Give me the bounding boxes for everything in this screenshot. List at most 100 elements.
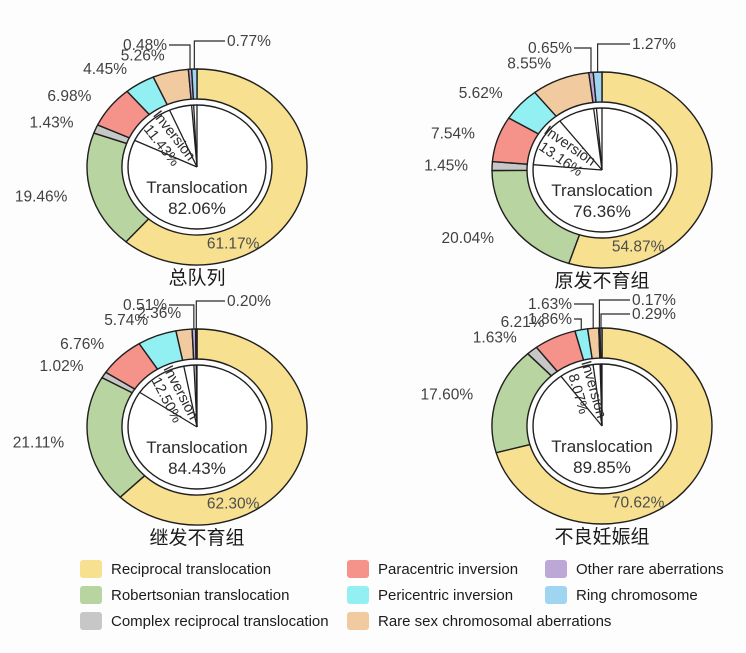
translocation-label: Translocation — [146, 178, 247, 197]
leader-line — [574, 303, 594, 329]
inner-pie-wedge-line — [193, 105, 198, 168]
leader-line — [169, 304, 195, 330]
pie-charts-canvas: Translocation82.06%Inversion11.43%19.46%… — [13, 33, 713, 549]
donut-chart-2: Translocation76.36%Inversion13.16%20.04%… — [424, 36, 713, 292]
donut-chart-4: Translocation89.85%Inversion8.07%17.60%1… — [421, 292, 713, 548]
segment-percent-label: 1.43% — [30, 114, 74, 131]
leader-line — [574, 47, 592, 73]
legend-label: Pericentric inversion — [378, 586, 514, 604]
legend-label: Robertsonian translocation — [111, 586, 290, 604]
inner-pie-wedge-line — [533, 164, 603, 171]
legend-item: Reciprocal translocation — [80, 556, 329, 582]
legend-swatch — [545, 560, 567, 578]
donut-segment-ring-chromosome — [190, 68, 198, 100]
leader-line — [574, 318, 582, 330]
legend-swatch — [545, 586, 567, 604]
inner-pie-wedge-line — [134, 139, 198, 168]
legend-label: Rare sex chromosomal aberrations — [378, 612, 612, 630]
legend-label: Other rare aberrations — [576, 560, 724, 578]
translocation-label: Translocation — [551, 181, 652, 200]
legend-swatch — [347, 586, 369, 604]
inner-pie-wedge-line — [183, 366, 198, 428]
segment-percent-label: 6.98% — [47, 88, 91, 105]
translocation-value: 82.06% — [168, 199, 226, 218]
inner-pie-wedge-line — [595, 108, 603, 171]
legend-item: Pericentric inversion — [347, 582, 611, 608]
donut-segment-ring-chromosome — [194, 328, 198, 360]
chart-title: 不良妊娠组 — [554, 526, 649, 548]
legend-item: Robertsonian translocation — [80, 582, 329, 608]
inner-pie-wedge-line — [559, 120, 603, 171]
translocation-label: Translocation — [551, 437, 652, 456]
chart-title: 原发不育组 — [554, 270, 649, 292]
leader-line — [193, 40, 225, 70]
translocation-value: 89.85% — [573, 458, 631, 477]
inner-pie-wedge-line — [600, 363, 603, 427]
legend-label: Reciprocal translocation — [111, 560, 272, 578]
donut-segment-reciprocal-translocation — [568, 71, 713, 269]
segment-percent-label: 54.87% — [612, 238, 665, 255]
segment-percent-label: 70.62% — [612, 494, 665, 511]
segment-percent-label: 61.17% — [207, 235, 260, 252]
segment-percent-label: 1.86% — [528, 311, 572, 328]
donut-segment-reciprocal-translocation — [125, 68, 308, 266]
donut-segment-ring-chromosome — [599, 327, 603, 359]
segment-percent-label: 6.21% — [501, 314, 545, 331]
segment-percent-label: 0.20% — [227, 293, 271, 310]
chart-title: 继发不育组 — [149, 527, 244, 549]
segment-percent-label: 0.29% — [632, 306, 676, 323]
legend-swatch — [347, 560, 369, 578]
segment-percent-label: 5.74% — [104, 312, 148, 329]
legend-swatch — [80, 612, 102, 630]
segment-percent-label: 5.26% — [121, 47, 165, 64]
segment-percent-label: 0.17% — [632, 292, 676, 309]
chart-title: 总队列 — [168, 267, 225, 289]
segment-percent-label: 17.60% — [421, 387, 474, 404]
leader-line — [600, 313, 630, 329]
inner-pie-wedge-line — [168, 109, 198, 168]
legend-label: Ring chromosome — [576, 586, 698, 604]
segment-percent-label: 19.46% — [15, 188, 68, 205]
inner-pie-wedge-line — [139, 391, 198, 428]
segment-percent-label: 2.36% — [137, 305, 181, 322]
legend-item: Paracentric inversion — [347, 556, 611, 582]
translocation-label: Translocation — [146, 438, 247, 457]
segment-percent-label: 62.30% — [207, 495, 260, 512]
donut-segment-reciprocal-translocation — [119, 328, 308, 526]
legend-swatch — [347, 612, 369, 630]
legend-column-3: Other rare aberrations Ring chromosome — [545, 556, 724, 608]
segment-percent-label: 0.77% — [227, 33, 271, 50]
legend-column-2: Paracentric inversion Pericentric inversi… — [347, 556, 611, 634]
segment-percent-label: 0.48% — [123, 37, 167, 54]
leader-line — [598, 299, 630, 329]
legend-item: Ring chromosome — [545, 582, 724, 608]
translocation-value: 84.43% — [168, 459, 226, 478]
segment-percent-label: 0.51% — [123, 297, 167, 314]
segment-percent-label: 0.65% — [528, 40, 572, 57]
donut-segment-reciprocal-translocation — [495, 327, 713, 525]
legend-swatch — [80, 586, 102, 604]
segment-percent-label: 1.63% — [528, 296, 572, 313]
leader-line — [597, 43, 630, 73]
leader-line — [169, 44, 191, 70]
legend-label: Paracentric inversion — [378, 560, 519, 578]
legend-item: Other rare aberrations — [545, 556, 724, 582]
donut-chart-3: Translocation84.43%Inversion12.50%21.11%… — [13, 293, 308, 549]
segment-percent-label: 1.63% — [473, 329, 517, 346]
legend-item: Rare sex chromosomal aberrations — [347, 608, 611, 634]
inner-pie-wedge-line — [195, 364, 198, 428]
segment-percent-label: 21.11% — [13, 434, 65, 451]
legend-swatch — [80, 560, 102, 578]
segment-percent-label: 1.27% — [632, 36, 676, 53]
segment-percent-label: 7.54% — [431, 126, 475, 143]
segment-percent-label: 20.04% — [442, 230, 495, 247]
leader-line — [195, 300, 225, 330]
segment-percent-label: 8.55% — [507, 56, 551, 73]
donut-segment-ring-chromosome — [592, 71, 603, 103]
donut-chart-1: Translocation82.06%Inversion11.43%19.46%… — [15, 33, 308, 289]
legend-item: Complex reciprocal translocation — [80, 608, 329, 634]
segment-percent-label: 4.45% — [83, 61, 127, 78]
segment-percent-label: 6.76% — [60, 336, 104, 353]
segment-percent-label: 5.62% — [459, 85, 503, 102]
